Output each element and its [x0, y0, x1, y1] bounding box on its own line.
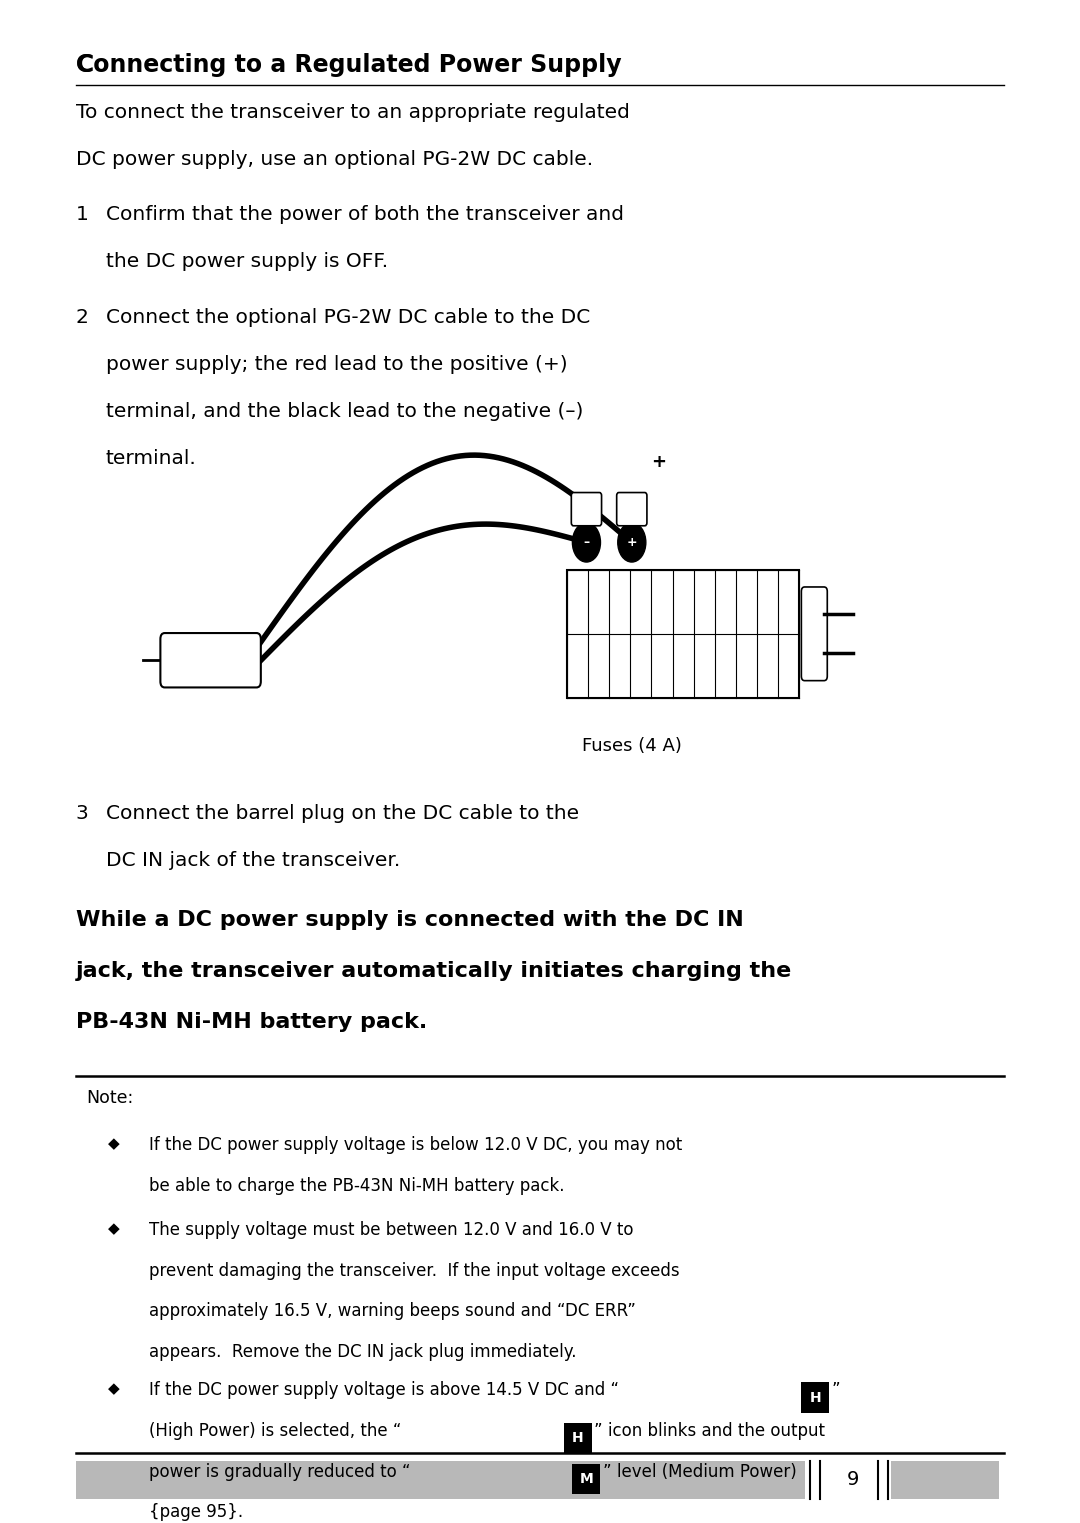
Circle shape — [572, 522, 600, 562]
Text: jack, the transceiver automatically initiates charging the: jack, the transceiver automatically init… — [76, 961, 792, 981]
FancyBboxPatch shape — [76, 1461, 805, 1499]
Text: ◆: ◆ — [108, 1221, 120, 1235]
Text: +: + — [626, 536, 637, 548]
Text: If the DC power supply voltage is above 14.5 V DC and “: If the DC power supply voltage is above … — [149, 1381, 619, 1400]
Text: The supply voltage must be between 12.0 V and 16.0 V to: The supply voltage must be between 12.0 … — [149, 1221, 634, 1238]
Text: –: – — [583, 536, 590, 548]
Text: If the DC power supply voltage is below 12.0 V DC, you may not: If the DC power supply voltage is below … — [149, 1136, 683, 1154]
Text: +: + — [651, 454, 666, 471]
Text: Connect the optional PG-2W DC cable to the DC: Connect the optional PG-2W DC cable to t… — [106, 308, 590, 327]
Text: be able to charge the PB-43N Ni-MH battery pack.: be able to charge the PB-43N Ni-MH batte… — [149, 1177, 565, 1196]
Text: PB-43N Ni-MH battery pack.: PB-43N Ni-MH battery pack. — [76, 1013, 427, 1033]
Text: Confirm that the power of both the transceiver and: Confirm that the power of both the trans… — [106, 206, 624, 224]
FancyBboxPatch shape — [617, 492, 647, 525]
Text: {page 95}.: {page 95}. — [149, 1503, 243, 1521]
Text: ◆: ◆ — [108, 1381, 120, 1397]
Text: H: H — [572, 1432, 583, 1445]
Text: terminal.: terminal. — [106, 449, 197, 468]
Text: Connect the barrel plug on the DC cable to the: Connect the barrel plug on the DC cable … — [106, 804, 579, 822]
Text: ◆: ◆ — [108, 1136, 120, 1151]
FancyBboxPatch shape — [801, 586, 827, 681]
FancyBboxPatch shape — [571, 492, 602, 525]
Text: approximately 16.5 V, warning beeps sound and “DC ERR”: approximately 16.5 V, warning beeps soun… — [149, 1302, 636, 1320]
Text: terminal, and the black lead to the negative (–): terminal, and the black lead to the nega… — [106, 402, 583, 420]
Text: ” level (Medium Power): ” level (Medium Power) — [603, 1462, 796, 1480]
FancyBboxPatch shape — [572, 1464, 600, 1494]
Text: 1: 1 — [76, 206, 89, 224]
Text: 2: 2 — [76, 308, 89, 327]
Text: ”: ” — [832, 1381, 840, 1400]
Text: C: C — [76, 53, 94, 76]
Text: To connect the transceiver to an appropriate regulated: To connect the transceiver to an appropr… — [76, 102, 630, 122]
Circle shape — [618, 522, 646, 562]
Text: Note:: Note: — [86, 1089, 134, 1107]
FancyBboxPatch shape — [567, 570, 799, 698]
Text: (High Power) is selected, the “: (High Power) is selected, the “ — [149, 1422, 402, 1439]
Text: Fuses (4 A): Fuses (4 A) — [582, 737, 681, 755]
Text: power is gradually reduced to “: power is gradually reduced to “ — [149, 1462, 410, 1480]
FancyBboxPatch shape — [891, 1461, 999, 1499]
Text: power supply; the red lead to the positive (+): power supply; the red lead to the positi… — [106, 355, 567, 375]
Text: prevent damaging the transceiver.  If the input voltage exceeds: prevent damaging the transceiver. If the… — [149, 1261, 679, 1279]
Text: H: H — [810, 1390, 821, 1404]
Text: 3: 3 — [76, 804, 89, 822]
Text: appears.  Remove the DC IN jack plug immediately.: appears. Remove the DC IN jack plug imme… — [149, 1343, 577, 1362]
Text: 9: 9 — [847, 1470, 860, 1489]
FancyBboxPatch shape — [160, 634, 261, 687]
Text: ” icon blinks and the output: ” icon blinks and the output — [594, 1422, 825, 1439]
Text: DC IN jack of the transceiver.: DC IN jack of the transceiver. — [106, 851, 400, 870]
FancyBboxPatch shape — [801, 1383, 829, 1413]
FancyBboxPatch shape — [564, 1422, 592, 1453]
Text: the DC power supply is OFF.: the DC power supply is OFF. — [106, 253, 388, 271]
Text: Connecting to a Regulated Power Supply: Connecting to a Regulated Power Supply — [76, 53, 621, 76]
Text: While a DC power supply is connected with the DC IN: While a DC power supply is connected wit… — [76, 909, 743, 929]
Text: M: M — [580, 1473, 593, 1486]
Text: DC power supply, use an optional PG-2W DC cable.: DC power supply, use an optional PG-2W D… — [76, 149, 593, 169]
